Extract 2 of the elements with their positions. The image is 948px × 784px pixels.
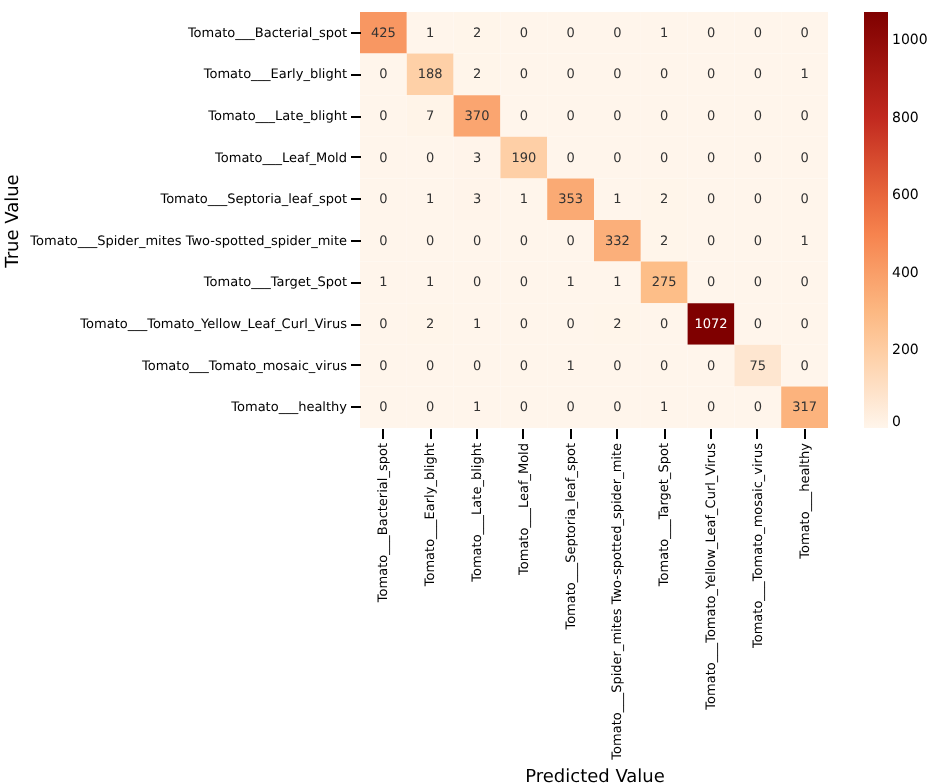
y-axis-title: True Value (4, 173, 25, 270)
x-axis-title: Predicted Value (525, 767, 666, 784)
